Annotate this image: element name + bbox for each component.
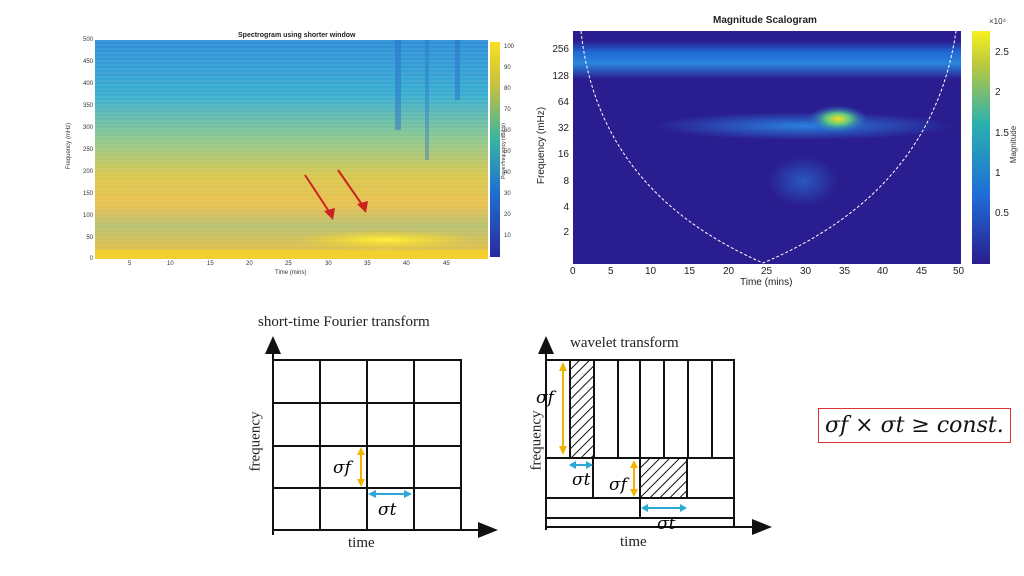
ytick: 350 xyxy=(82,103,93,109)
ytick: 64 xyxy=(557,97,569,108)
ctick: 30 xyxy=(504,191,511,197)
ctick: 40 xyxy=(504,170,511,176)
wavelet-sigma-t-bottom: σt xyxy=(657,514,676,534)
spectrogram-title: Spectrogram using shorter window xyxy=(238,32,356,39)
xtick: 15 xyxy=(684,266,696,277)
ytick: 500 xyxy=(82,37,93,43)
xtick: 5 xyxy=(608,266,614,277)
uncertainty-formula: σf × σt ≥ const. xyxy=(818,408,1011,443)
xtick: 20 xyxy=(246,261,253,267)
ctick: 2 xyxy=(995,87,1001,98)
xtick: 30 xyxy=(800,266,812,277)
ytick: 256 xyxy=(552,44,569,55)
stft-sigma-t: σt xyxy=(378,500,397,520)
xtick: 15 xyxy=(207,261,214,267)
scalogram-title: Magnitude Scalogram xyxy=(713,15,817,26)
ytick: 250 xyxy=(82,147,93,153)
ctick: 1 xyxy=(995,168,1001,179)
wavelet-ylabel: frequency xyxy=(528,410,545,471)
ctick: 60 xyxy=(504,128,511,134)
ytick: 400 xyxy=(82,81,93,87)
stft-sigma-f: σf xyxy=(333,458,351,478)
xtick: 25 xyxy=(285,261,292,267)
scalogram-colorbar-label: Magnitude xyxy=(1009,125,1019,164)
ytick: 50 xyxy=(86,235,93,241)
wavelet-xlabel: time xyxy=(620,534,647,550)
ytick: 2 xyxy=(563,227,569,238)
ctick: 100 xyxy=(504,44,515,50)
stft-diagram xyxy=(265,336,498,538)
spectrogram-cticks: 100 90 80 70 60 50 40 30 20 10 xyxy=(504,44,526,259)
ctick: 10 xyxy=(504,233,511,239)
xtick: 45 xyxy=(916,266,928,277)
ytick: 300 xyxy=(82,125,93,131)
scalogram-colorbar xyxy=(972,31,990,264)
scalogram-figure: Magnitude Scalogram 256 xyxy=(535,10,1024,290)
scalogram-plot xyxy=(573,31,961,264)
ytick: 150 xyxy=(82,191,93,197)
xtick: 40 xyxy=(403,261,410,267)
scalogram-xlabel: Time (mins) xyxy=(740,277,793,288)
spectrogram-yticks: 500 450 400 350 300 250 200 150 100 50 0 xyxy=(68,37,93,262)
scalogram-cticks: 2.5 2 1.5 1 0.5 xyxy=(995,31,1020,264)
xtick: 50 xyxy=(953,266,965,277)
xtick: 25 xyxy=(761,266,773,277)
scalogram-colorbar-exponent: ×10⁴ xyxy=(989,17,1007,26)
wavelet-sigma-t-top: σt xyxy=(572,470,591,490)
ctick: 90 xyxy=(504,65,511,71)
ytick: 128 xyxy=(552,71,569,82)
xtick: 20 xyxy=(723,266,735,277)
ctick: 20 xyxy=(504,212,511,218)
wavelet-sigma-f-mid: σf xyxy=(609,475,627,495)
ytick: 16 xyxy=(557,149,569,160)
wavelet-diagram xyxy=(538,336,772,535)
xtick: 10 xyxy=(167,261,174,267)
spectrogram-xlabel: Time (mins) xyxy=(275,270,307,276)
spectrogram-plot xyxy=(95,40,488,259)
spectrogram-ylabel: Frequency (mHz) xyxy=(66,122,73,170)
ctick: 2.5 xyxy=(995,47,1009,58)
ytick: 100 xyxy=(82,213,93,219)
ytick: 8 xyxy=(563,176,569,187)
scalogram-yticks: 256 128 64 32 16 8 4 2 xyxy=(535,31,569,264)
stft-title: short-time Fourier transform xyxy=(258,314,430,330)
ytick: 32 xyxy=(557,123,569,134)
ytick: 450 xyxy=(82,59,93,65)
xtick: 0 xyxy=(570,266,576,277)
xtick: 45 xyxy=(443,261,450,267)
ytick: 0 xyxy=(89,256,93,262)
stft-ylabel: frequency xyxy=(247,411,264,472)
ctick: 70 xyxy=(504,107,511,113)
scalogram-xticks: 0 5 10 15 20 25 30 35 40 45 50 xyxy=(570,266,965,278)
ytick: 200 xyxy=(82,169,93,175)
xtick: 30 xyxy=(325,261,332,267)
ytick: 4 xyxy=(563,202,569,213)
ctick: 50 xyxy=(504,149,511,155)
scalogram-ylabel: Frequency (mHz) xyxy=(536,106,548,185)
ctick: 0.5 xyxy=(995,208,1009,219)
spectrogram-figure: Spectrogram using shorter window xyxy=(66,28,528,288)
wavelet-title: wavelet transform xyxy=(570,335,679,351)
xtick: 35 xyxy=(364,261,371,267)
wavelet-sigma-f-top: σf xyxy=(536,388,554,408)
spectrogram-colorbar xyxy=(490,42,500,257)
ctick: 1.5 xyxy=(995,128,1009,139)
xtick: 35 xyxy=(839,266,851,277)
xtick: 40 xyxy=(877,266,889,277)
ctick: 80 xyxy=(504,86,511,92)
stft-xlabel: time xyxy=(348,535,375,551)
spectrogram-xticks: 5 10 15 20 25 30 35 40 45 xyxy=(95,261,488,271)
xtick: 10 xyxy=(645,266,657,277)
spectrogram-colorbar-label: Power/frequency (dB/Hz) xyxy=(500,123,507,179)
xtick: 5 xyxy=(128,261,132,267)
